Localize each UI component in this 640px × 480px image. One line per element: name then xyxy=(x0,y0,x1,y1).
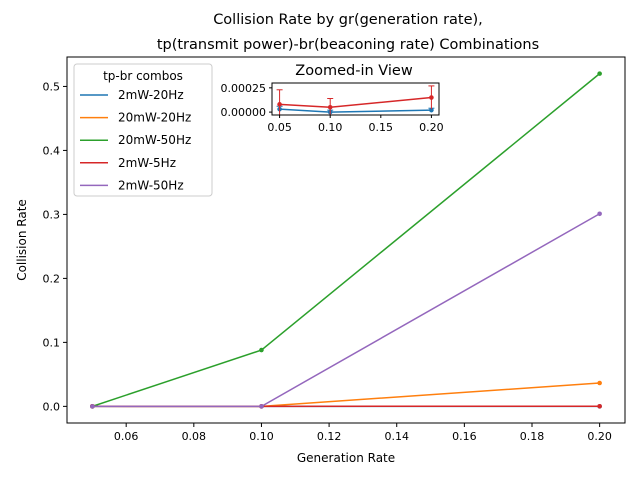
inset-x-tick-label: 0.05 xyxy=(267,121,292,134)
main-y-ticks: 0.0 0.1 0.2 0.3 0.4 0.5 xyxy=(43,80,67,413)
series-20mw-50hz-point xyxy=(597,71,602,76)
main-x-ticks: 0.06 0.08 0.10 0.12 0.14 0.16 0.18 0.20 xyxy=(114,423,612,443)
legend-items: 2mW-20Hz 20mW-20Hz 20mW-50Hz 2mW-5Hz 2mW-50H… xyxy=(80,88,191,192)
chart-title-line2: tp(transmit power)-br(beaconing rate) Co… xyxy=(157,37,539,53)
legend-label-2mw-20hz: 2mW-20Hz xyxy=(118,88,184,102)
legend: tp-br combos 2mW-20Hz20mW-20Hz20mW-50Hz2… xyxy=(73,63,213,197)
series-20mw-20hz-line xyxy=(92,382,600,408)
y-tick-label: 0.0 xyxy=(43,400,61,413)
inset-x-ticks: 0.05 0.10 0.15 0.20 xyxy=(267,115,444,134)
series-20mw-50hz-point xyxy=(259,347,264,353)
inset-y-tick-label: 0.00000 xyxy=(221,106,267,119)
main-series-lines xyxy=(90,71,602,409)
x-tick-label: 0.18 xyxy=(520,430,545,443)
inset-y-ticks: 0.00000 0.00025 xyxy=(221,82,272,119)
y-axis-label: Collision Rate xyxy=(15,199,29,281)
inset-series-2mw-5hz-point xyxy=(327,104,333,110)
y-tick-label: 0.2 xyxy=(43,272,61,285)
series-20mw-20hz-point xyxy=(597,380,602,386)
series-2mw-50hz-point xyxy=(90,404,95,409)
y-tick-label: 0.1 xyxy=(43,336,61,349)
y-tick-label: 0.3 xyxy=(43,208,61,221)
inset-series-2mw-5hz-point xyxy=(429,95,434,100)
x-axis-label: Generation Rate xyxy=(297,451,395,465)
inset-axes-frame xyxy=(271,82,440,116)
legend-label-20mw-20hz: 20mW-20Hz xyxy=(118,111,191,125)
inset-x-tick-label: 0.15 xyxy=(369,121,394,134)
series-2mw-50hz-point xyxy=(597,211,602,217)
series-2mw-50hz-point xyxy=(259,404,264,409)
inset-series-lines xyxy=(276,85,435,115)
inset-title: Zoomed-in View xyxy=(295,63,413,79)
inset-x-tick-label: 0.10 xyxy=(318,121,343,134)
x-tick-label: 0.14 xyxy=(384,430,409,443)
x-tick-label: 0.12 xyxy=(317,430,342,443)
inset-x-tick-label: 0.20 xyxy=(419,121,444,134)
inset-plot-area: 0.05 0.10 0.15 0.20 0.00000 0.00025 xyxy=(221,82,444,134)
series-2mw-5hz-point xyxy=(597,403,602,409)
inset-series-2mw-20hz-point xyxy=(429,107,434,113)
main-axes-frame xyxy=(66,56,626,424)
main-plot-area: 0.06 0.08 0.10 0.12 0.14 0.16 0.18 0.20 0.00.10… xyxy=(43,56,626,443)
legend-title: tp-br combos xyxy=(103,69,183,83)
legend-label-2mw-50hz: 2mW-50Hz xyxy=(118,178,184,192)
legend-label-2mw-5hz: 2mW-5Hz xyxy=(118,156,176,170)
x-tick-label: 0.20 xyxy=(587,430,612,443)
chart-title-line1: Collision Rate by gr(generation rate), xyxy=(213,12,483,28)
legend-label-20mw-50hz: 20mW-50Hz xyxy=(118,133,191,147)
x-tick-label: 0.06 xyxy=(114,430,139,443)
x-tick-label: 0.16 xyxy=(452,430,477,443)
series-2mw-50hz-line xyxy=(92,213,601,408)
legend-box xyxy=(73,63,213,197)
y-tick-label: 0.4 xyxy=(43,144,61,157)
x-tick-label: 0.08 xyxy=(182,430,207,443)
inset-series-2mw-5hz-point xyxy=(277,102,282,107)
x-tick-label: 0.10 xyxy=(249,430,274,443)
inset-y-tick-label: 0.00025 xyxy=(221,82,267,95)
y-tick-label: 0.5 xyxy=(43,80,61,93)
